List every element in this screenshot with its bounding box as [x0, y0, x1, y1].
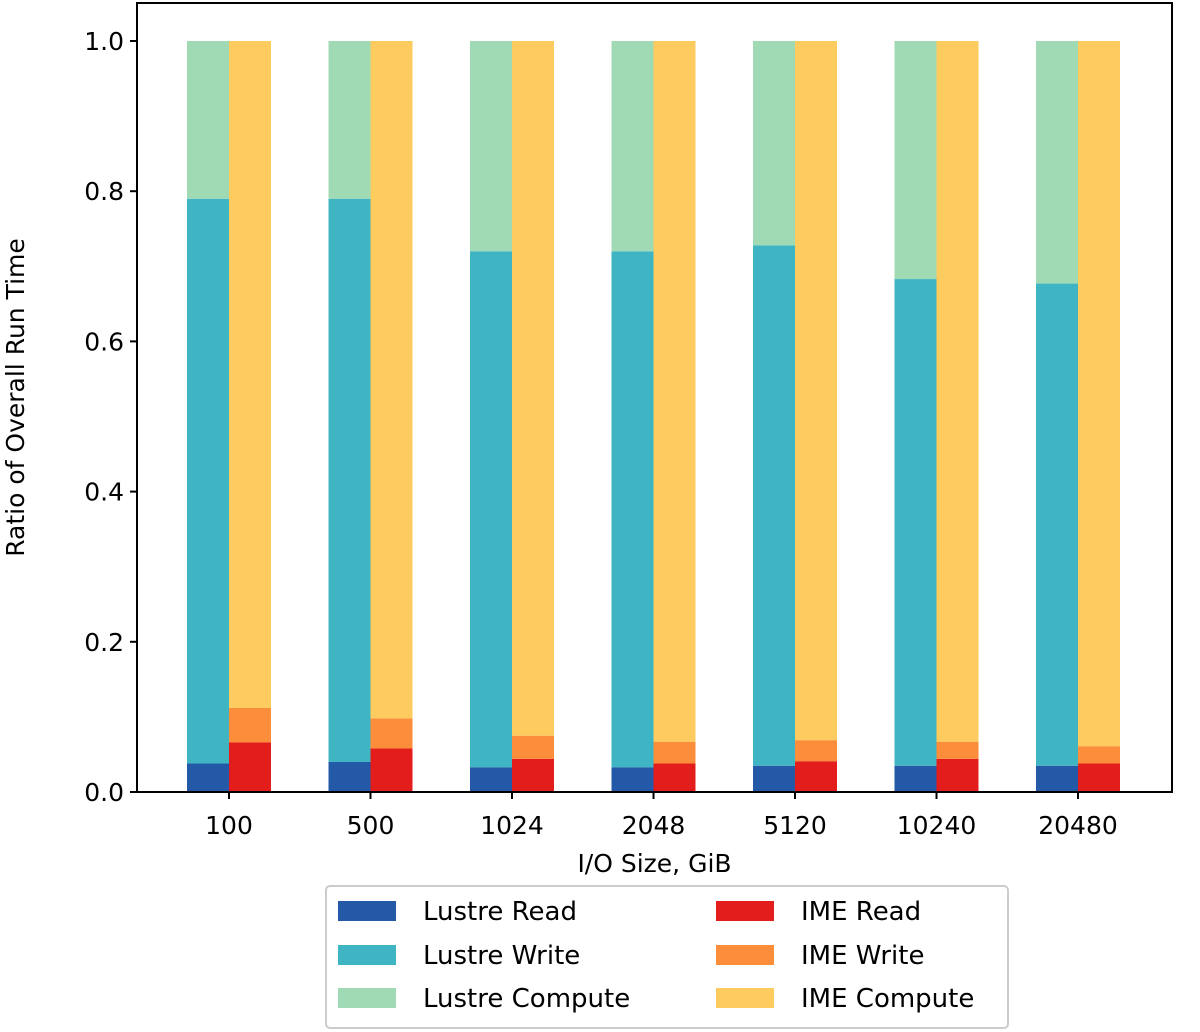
y-tick-label: 0.0 — [84, 778, 124, 807]
bar-lustre-compute-20480 — [1036, 41, 1078, 284]
legend-label-lustre-write: Lustre Write — [423, 941, 580, 971]
bar-lustre-compute-5120 — [753, 41, 795, 246]
x-tick-label-10240: 10240 — [897, 811, 977, 840]
bar-ime-write-2048 — [653, 741, 696, 764]
bar-lustre-write-500 — [328, 198, 371, 762]
bar-lustre-compute-500 — [328, 41, 371, 199]
legend-swatch-lustre-compute — [338, 988, 396, 1008]
bar-ime-compute-1024 — [512, 41, 554, 736]
bar-lustre-write-1024 — [470, 251, 512, 768]
x-tick-label-500: 500 — [347, 811, 395, 840]
bar-lustre-compute-1024 — [470, 41, 512, 252]
bar-lustre-read-2048 — [611, 767, 654, 792]
y-tick-label: 0.4 — [84, 478, 124, 507]
bar-ime-compute-5120 — [795, 41, 837, 741]
bar-ime-compute-100 — [229, 41, 271, 708]
bar-lustre-compute-2048 — [611, 41, 654, 252]
bar-ime-read-500 — [370, 748, 413, 792]
bar-ime-write-5120 — [795, 740, 837, 762]
bar-ime-write-500 — [370, 718, 413, 749]
bar-lustre-compute-100 — [187, 41, 229, 199]
bar-ime-read-1024 — [512, 758, 554, 792]
bar-lustre-read-5120 — [753, 765, 795, 792]
bar-lustre-write-5120 — [753, 245, 795, 766]
x-tick-label-20480: 20480 — [1038, 811, 1118, 840]
legend-swatch-lustre-write — [338, 945, 396, 965]
bar-ime-read-20480 — [1078, 763, 1120, 792]
legend-label-ime-write: IME Write — [801, 941, 924, 971]
bar-lustre-write-100 — [187, 198, 229, 764]
x-tick-label-1024: 1024 — [480, 811, 544, 840]
bars-layer — [187, 41, 1120, 792]
legend-label-ime-read: IME Read — [801, 897, 921, 927]
legend-swatch-ime-compute — [716, 988, 774, 1008]
bar-ime-write-20480 — [1078, 746, 1120, 764]
legend-swatch-lustre-read — [338, 901, 396, 921]
bar-ime-write-10240 — [936, 741, 979, 759]
bar-lustre-compute-10240 — [894, 41, 937, 280]
bar-lustre-write-20480 — [1036, 283, 1078, 766]
bar-ime-write-1024 — [512, 735, 554, 759]
legend: Lustre Read Lustre Write Lustre Compute IME… — [325, 885, 1009, 1029]
y-axis: 0.0 0.2 0.4 0.6 0.8 1.0 — [84, 27, 137, 807]
legend-swatch-ime-write — [716, 945, 774, 965]
bar-ime-compute-20480 — [1078, 41, 1120, 747]
bar-ime-compute-2048 — [653, 41, 696, 742]
x-axis-label: I/O Size, GiB — [577, 849, 731, 878]
bar-lustre-read-20480 — [1036, 765, 1078, 792]
bar-lustre-write-10240 — [894, 279, 937, 766]
y-tick-label: 0.8 — [84, 177, 124, 206]
y-axis-label: Ratio of Overall Run Time — [1, 238, 30, 557]
legend-label-lustre-compute: Lustre Compute — [423, 984, 630, 1014]
legend-label-lustre-read: Lustre Read — [423, 897, 577, 927]
bar-lustre-read-500 — [328, 761, 371, 792]
legend-frame — [325, 885, 1009, 1029]
bar-ime-read-5120 — [795, 761, 837, 792]
bar-ime-compute-10240 — [936, 41, 979, 742]
x-tick-label-100: 100 — [205, 811, 253, 840]
x-axis: 100 500 1024 2048 5120 10240 20480 — [205, 792, 1118, 840]
bar-lustre-read-1024 — [470, 767, 512, 792]
bar-ime-compute-500 — [370, 41, 413, 719]
legend-label-ime-compute: IME Compute — [801, 984, 974, 1014]
bar-ime-read-2048 — [653, 763, 696, 792]
bar-ime-read-10240 — [936, 758, 979, 792]
y-tick-label: 0.6 — [84, 327, 124, 356]
bar-lustre-read-100 — [187, 763, 229, 792]
y-tick-label: 0.2 — [84, 628, 124, 657]
legend-swatch-ime-read — [716, 901, 774, 921]
bar-ime-write-100 — [229, 707, 271, 743]
bar-lustre-write-2048 — [611, 251, 654, 768]
y-tick-label: 1.0 — [84, 27, 124, 56]
bar-ime-read-100 — [229, 742, 271, 792]
bar-lustre-read-10240 — [894, 765, 937, 792]
x-tick-label-2048: 2048 — [622, 811, 686, 840]
x-tick-label-5120: 5120 — [763, 811, 827, 840]
